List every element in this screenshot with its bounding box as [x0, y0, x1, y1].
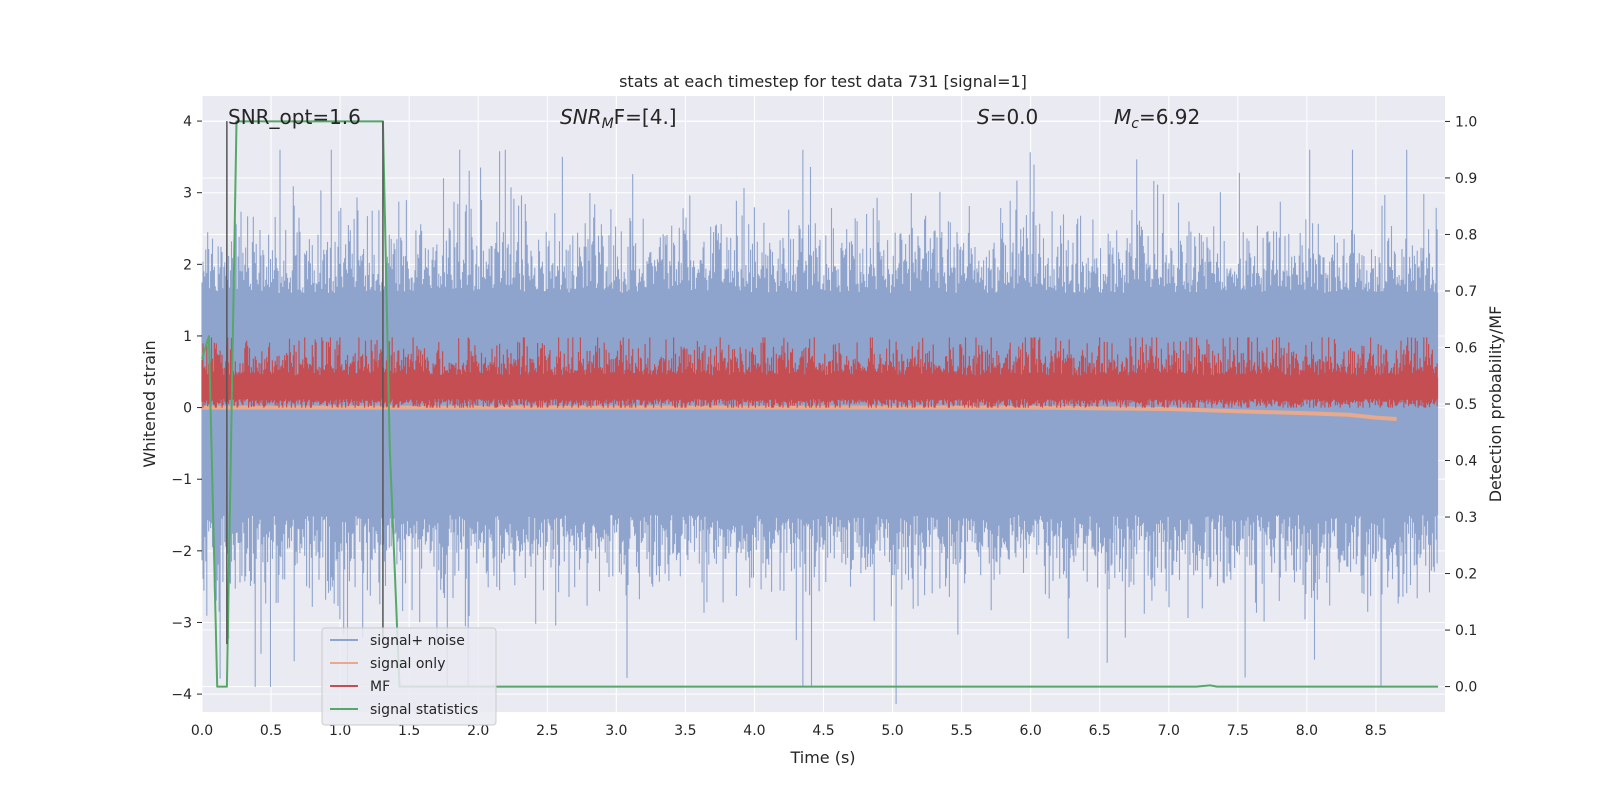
y-right-axis-label: Detection probability/MF	[1486, 306, 1505, 503]
y-axis-label: Whitened strain	[140, 340, 159, 467]
series-signal-only	[202, 405, 1397, 421]
x-tick-label: 6.5	[1089, 723, 1111, 739]
annotation-snr-opt: SNR_opt=1.6	[228, 105, 361, 129]
y-right-tick-label: 0.9	[1455, 171, 1477, 187]
series-layer	[201, 120, 1439, 704]
x-tick-label: 4.5	[812, 723, 834, 739]
legend-box	[321, 627, 497, 726]
x-tick-label: 3.0	[605, 723, 627, 739]
y-tick-label: 2	[183, 257, 192, 273]
y-right-tick-label: 0.3	[1455, 510, 1477, 526]
x-tick-label: 1.0	[329, 723, 351, 739]
x-tick-label: 5.0	[881, 723, 903, 739]
y-right-tick-label: 0.2	[1455, 567, 1477, 583]
y-right-tick-label: 0.0	[1455, 680, 1477, 696]
annotation-s: S=0.0	[977, 105, 1038, 129]
vertical-markers	[226, 121, 384, 644]
y-right-tick-label: 0.8	[1455, 227, 1477, 243]
x-axis-label: Time (s)	[789, 748, 855, 767]
annotation-mc: Mc=6.92	[1114, 105, 1200, 132]
annotation-snr-mf: SNRMF=[4.]	[560, 105, 677, 132]
y-right-tick-label: 0.1	[1455, 623, 1477, 639]
y-right-tick-labels: 0.0 0.1 0.2 0.3 0.4 0.5 0.6 0.7 0.8 0.9 1.0	[1445, 114, 1477, 696]
y-right-tick-label: 1.0	[1455, 114, 1477, 130]
y-right-tick-label: 0.7	[1455, 284, 1477, 300]
x-tick-label: 3.5	[674, 723, 696, 739]
x-tick-label: 7.0	[1158, 723, 1180, 739]
x-tick-label: 1.5	[398, 723, 420, 739]
y-right-tick-label: 0.4	[1455, 454, 1477, 470]
series-signal-statistics	[201, 120, 1439, 688]
legend-label-signal-noise: signal+ noise	[370, 633, 465, 649]
series-mf-core	[202, 377, 1439, 399]
y-tick-label: −4	[171, 687, 192, 703]
legend: signal+ noise signal only MF signal stat…	[321, 627, 497, 726]
x-tick-label: 8.5	[1365, 723, 1387, 739]
x-tick-label: 6.0	[1020, 723, 1042, 739]
y-tick-labels: −4 −3 −2 −1 0 1 2 3 4	[171, 114, 202, 703]
y-tick-label: 3	[183, 186, 192, 202]
y-tick-label: −2	[171, 544, 192, 560]
chart-title: stats at each timestep for test data 731…	[619, 72, 1027, 91]
y-tick-label: −3	[171, 615, 192, 631]
y-right-tick-label: 0.5	[1455, 397, 1477, 413]
y-tick-label: −1	[171, 472, 192, 488]
x-tick-label: 4.0	[743, 723, 765, 739]
y-tick-label: 4	[183, 114, 192, 130]
y-right-tick-label: 0.6	[1455, 340, 1477, 356]
legend-label-signal-statistics: signal statistics	[370, 702, 478, 718]
x-tick-label: 8.0	[1296, 723, 1318, 739]
legend-label-signal-only: signal only	[370, 656, 445, 672]
legend-label-mf: MF	[370, 679, 390, 695]
x-tick-label: 2.0	[467, 723, 489, 739]
x-tick-labels: 0.0 0.5 1.0 1.5 2.0 2.5 3.0 3.5 4.0 4.5 5.0 5.5 6.0 6…	[191, 723, 1387, 739]
y-tick-label: 0	[183, 401, 192, 417]
y-tick-label: 1	[183, 329, 192, 345]
x-tick-label: 7.5	[1227, 723, 1249, 739]
x-tick-label: 2.5	[536, 723, 558, 739]
x-tick-label: 5.5	[950, 723, 972, 739]
x-tick-label: 0.5	[260, 723, 282, 739]
x-tick-label: 0.0	[191, 723, 213, 739]
